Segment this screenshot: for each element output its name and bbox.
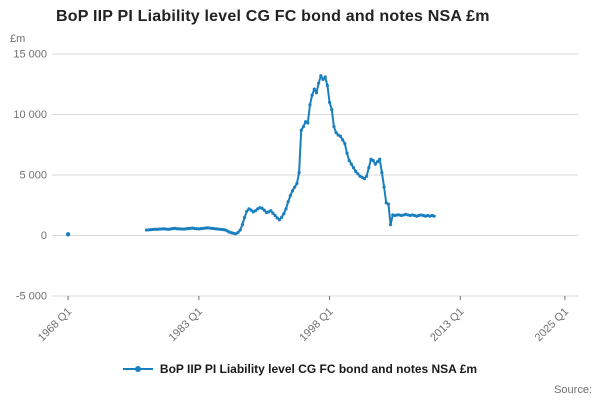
- series-point: [275, 216, 279, 220]
- series-point: [354, 169, 358, 173]
- series-point: [253, 209, 258, 213]
- series-point: [260, 206, 264, 210]
- source-label: Source:: [554, 384, 592, 396]
- x-tick-label: 1998 Q1: [297, 306, 335, 344]
- series-point: [314, 91, 319, 95]
- y-tick-label: 10 000: [13, 109, 47, 121]
- series-point: [249, 208, 253, 212]
- series-point: [277, 218, 282, 222]
- series-point: [245, 209, 249, 213]
- series-point: [365, 174, 369, 178]
- series-point: [282, 212, 286, 216]
- series-point: [351, 166, 356, 170]
- series-point: [330, 108, 334, 112]
- series-point: [332, 125, 336, 129]
- series-point: [356, 172, 360, 176]
- series-point: [388, 223, 393, 227]
- series-point: [367, 166, 371, 170]
- series-point: [386, 202, 391, 206]
- series-point: [240, 223, 245, 227]
- series-line: [145, 74, 436, 235]
- series-point: [310, 93, 314, 97]
- chart-plot-area: 15 000 10 000 5 000 0 -5 000 1968 Q1 1983 Q1 19…: [13, 49, 578, 344]
- series-point: [286, 200, 290, 204]
- series-point: [273, 213, 277, 218]
- series-point: [327, 100, 332, 104]
- series-point: [308, 103, 312, 107]
- series-point: [290, 189, 295, 193]
- series-point: [288, 193, 292, 198]
- series-point: [238, 228, 242, 232]
- series-point: [378, 157, 382, 161]
- series-point: [347, 158, 351, 163]
- series-point: [301, 125, 306, 129]
- series-point: [271, 211, 275, 215]
- series-point: [382, 185, 386, 189]
- series-point: [297, 170, 301, 175]
- series-point: [349, 162, 353, 166]
- y-axis-unit-label: £m: [10, 33, 26, 45]
- series-point: [362, 177, 367, 181]
- series-point: [317, 81, 321, 85]
- series-point: [319, 74, 323, 78]
- series-point: [343, 141, 347, 146]
- series-point: [325, 83, 329, 88]
- series-point: [236, 230, 240, 234]
- series-point: [432, 214, 436, 218]
- series-point: [306, 121, 310, 125]
- chart-title: BoP IIP PI Liability level CG FC bond an…: [56, 8, 490, 25]
- x-tick-label: 1983 Q1: [167, 306, 205, 344]
- y-tick-label: 0: [41, 230, 47, 242]
- series-point: [262, 208, 266, 212]
- y-tick-label: 5 000: [19, 170, 47, 182]
- series-point: [321, 77, 325, 82]
- legend-label: BoP IIP PI Liability level CG FC bond an…: [159, 362, 478, 376]
- series-point-isolated: [65, 232, 71, 237]
- series-point: [312, 87, 316, 91]
- series-point: [380, 170, 384, 175]
- x-tick-label: 1968 Q1: [36, 306, 74, 344]
- series-point: [375, 160, 380, 164]
- series-point: [341, 138, 345, 142]
- series-point: [280, 215, 284, 219]
- x-tick-label: 2013 Q1: [428, 306, 466, 344]
- series-point: [299, 128, 303, 132]
- legend-line-marker-icon: [122, 366, 153, 372]
- series-point: [338, 134, 343, 138]
- series-point: [293, 185, 297, 189]
- y-tick-label: -5 000: [16, 291, 47, 303]
- x-tick-label: 2025 Q1: [533, 306, 571, 344]
- series-point: [323, 75, 327, 79]
- series-point: [373, 162, 377, 166]
- series-point: [295, 181, 299, 186]
- series-point: [242, 215, 247, 219]
- series-point: [345, 151, 349, 155]
- chart-legend[interactable]: BoP IIP PI Liability level CG FC bond an…: [0, 362, 600, 376]
- y-tick-label: 15 000: [13, 49, 47, 61]
- series-point: [284, 207, 288, 211]
- series-point: [371, 158, 375, 163]
- series-point: [334, 131, 338, 135]
- series-point: [269, 209, 273, 213]
